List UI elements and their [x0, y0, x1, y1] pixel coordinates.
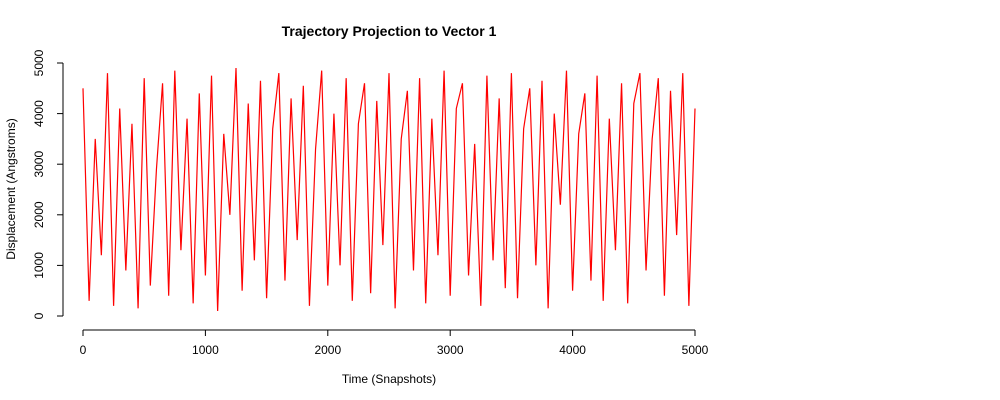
y-axis-label: Displacement (Angstroms): [4, 118, 18, 259]
y-tick-label: 3000: [32, 151, 46, 178]
y-tick-label: 2000: [32, 201, 46, 228]
y-tick-label: 5000: [32, 49, 46, 76]
x-tick-label: 3000: [437, 343, 464, 357]
x-tick-label: 2000: [314, 343, 341, 357]
x-tick-label: 1000: [192, 343, 219, 357]
y-tick-label: 0: [32, 312, 46, 319]
y-tick-label: 1000: [32, 252, 46, 279]
data-line: [82, 68, 696, 311]
x-tick-label: 0: [80, 343, 87, 357]
x-tick-label: 5000: [682, 343, 709, 357]
x-axis-label: Time (Snapshots): [342, 372, 436, 386]
x-tick-label: 4000: [559, 343, 586, 357]
y-tick-label: 4000: [32, 100, 46, 127]
chart-title: Trajectory Projection to Vector 1: [282, 23, 497, 39]
